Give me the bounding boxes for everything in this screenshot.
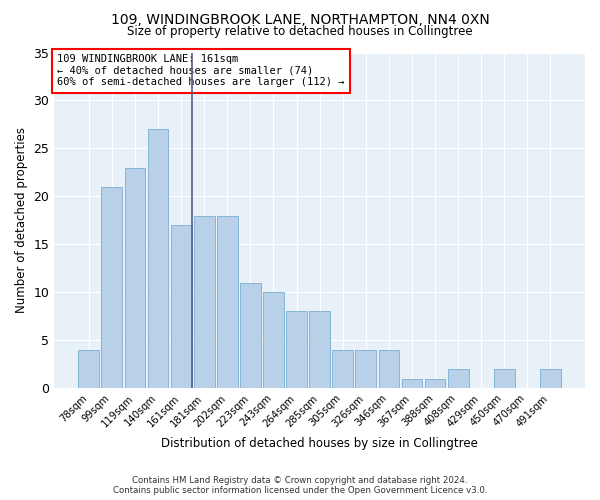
Text: Contains HM Land Registry data © Crown copyright and database right 2024.
Contai: Contains HM Land Registry data © Crown c… [113,476,487,495]
Bar [401,378,422,388]
Text: 109, WINDINGBROOK LANE, NORTHAMPTON, NN4 0XN: 109, WINDINGBROOK LANE, NORTHAMPTON, NN4… [110,12,490,26]
Y-axis label: Number of detached properties: Number of detached properties [15,128,28,314]
Bar [240,282,261,388]
Bar [332,350,353,388]
Bar [263,292,284,388]
Bar [79,350,99,388]
Bar [148,129,169,388]
Bar [379,350,399,388]
Bar [171,225,191,388]
Bar [286,312,307,388]
Bar [355,350,376,388]
Text: 109 WINDINGBROOK LANE: 161sqm
← 40% of detached houses are smaller (74)
60% of s: 109 WINDINGBROOK LANE: 161sqm ← 40% of d… [57,54,344,88]
Bar [540,369,561,388]
Bar [425,378,445,388]
Bar [194,216,215,388]
X-axis label: Distribution of detached houses by size in Collingtree: Distribution of detached houses by size … [161,437,478,450]
Bar [494,369,515,388]
Bar [448,369,469,388]
Bar [125,168,145,388]
Bar [217,216,238,388]
Text: Size of property relative to detached houses in Collingtree: Size of property relative to detached ho… [127,25,473,38]
Bar [101,187,122,388]
Bar [309,312,330,388]
